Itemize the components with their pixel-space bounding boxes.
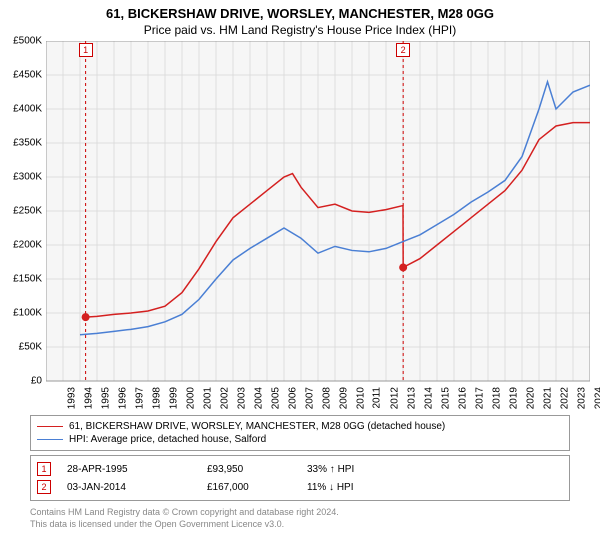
- chart-container: 61, BICKERSHAW DRIVE, WORSLEY, MANCHESTE…: [0, 0, 600, 560]
- footer-line-1: Contains HM Land Registry data © Crown c…: [30, 507, 570, 519]
- x-tick-label: 1993: [66, 387, 77, 409]
- event-row: 1 28-APR-1995£93,95033% ↑ HPI: [37, 460, 563, 478]
- x-tick-label: 2014: [423, 387, 434, 409]
- event-price: £93,950: [207, 464, 307, 475]
- event-delta: 11% ↓ HPI: [307, 482, 354, 493]
- x-tick-label: 1997: [134, 387, 145, 409]
- y-tick-label: £450K: [13, 70, 42, 81]
- x-tick-label: 2015: [440, 387, 451, 409]
- footer-text: Contains HM Land Registry data © Crown c…: [30, 507, 570, 530]
- x-tick-label: 2022: [559, 387, 570, 409]
- x-tick-label: 2017: [474, 387, 485, 409]
- y-tick-label: £300K: [13, 172, 42, 183]
- y-tick-label: £200K: [13, 240, 42, 251]
- event-marker-icon: 2: [37, 480, 51, 494]
- x-tick-label: 2006: [287, 387, 298, 409]
- legend-label: 61, BICKERSHAW DRIVE, WORSLEY, MANCHESTE…: [69, 421, 445, 432]
- x-tick-label: 2020: [525, 387, 536, 409]
- x-tick-label: 2005: [270, 387, 281, 409]
- x-tick-label: 2008: [321, 387, 332, 409]
- y-tick-label: £350K: [13, 138, 42, 149]
- events-table: 1 28-APR-1995£93,95033% ↑ HPI 2 03-JAN-2014…: [30, 455, 570, 501]
- x-tick-label: 2002: [219, 387, 230, 409]
- x-tick-label: 1995: [100, 387, 111, 409]
- y-tick-label: £250K: [13, 206, 42, 217]
- x-tick-label: 2011: [372, 387, 383, 409]
- event-date: 28-APR-1995: [67, 464, 207, 475]
- event-date: 03-JAN-2014: [67, 482, 207, 493]
- y-tick-label: £400K: [13, 104, 42, 115]
- x-tick-label: 2016: [457, 387, 468, 409]
- y-tick-label: £0: [31, 376, 42, 387]
- legend-item: 61, BICKERSHAW DRIVE, WORSLEY, MANCHESTE…: [37, 420, 563, 433]
- x-tick-label: 1999: [168, 387, 179, 409]
- chart-subtitle: Price paid vs. HM Land Registry's House …: [0, 21, 600, 41]
- legend: 61, BICKERSHAW DRIVE, WORSLEY, MANCHESTE…: [30, 415, 570, 451]
- event-marker-2: 2: [396, 43, 410, 57]
- x-tick-label: 2023: [576, 387, 587, 409]
- x-tick-label: 2009: [338, 387, 349, 409]
- event-marker-1: 1: [79, 43, 93, 57]
- event-delta: 33% ↑ HPI: [307, 464, 354, 475]
- x-tick-label: 2001: [202, 387, 213, 409]
- x-tick-label: 2018: [491, 387, 502, 409]
- chart-title: 61, BICKERSHAW DRIVE, WORSLEY, MANCHESTE…: [0, 0, 600, 21]
- legend-swatch: [37, 426, 63, 427]
- x-tick-label: 1996: [117, 387, 128, 409]
- x-tick-label: 2007: [304, 387, 315, 409]
- x-tick-label: 2003: [236, 387, 247, 409]
- y-tick-label: £100K: [13, 308, 42, 319]
- legend-label: HPI: Average price, detached house, Salf…: [69, 434, 266, 445]
- event-price: £167,000: [207, 482, 307, 493]
- event-row: 2 03-JAN-2014£167,00011% ↓ HPI: [37, 478, 563, 496]
- x-tick-label: 2012: [389, 387, 400, 409]
- x-tick-label: 2021: [542, 387, 553, 409]
- event-marker-icon: 1: [37, 462, 51, 476]
- legend-swatch: [37, 439, 63, 440]
- x-tick-label: 2004: [253, 387, 264, 409]
- y-tick-label: £150K: [13, 274, 42, 285]
- x-tick-label: 2010: [355, 387, 366, 409]
- y-tick-label: £500K: [13, 36, 42, 47]
- footer-line-2: This data is licensed under the Open Gov…: [30, 519, 570, 531]
- x-tick-label: 1994: [83, 387, 94, 409]
- x-tick-label: 2013: [406, 387, 417, 409]
- chart-area: £0£50K£100K£150K£200K£250K£300K£350K£400…: [46, 41, 590, 411]
- legend-item: HPI: Average price, detached house, Salf…: [37, 433, 563, 446]
- x-tick-label: 2024: [593, 387, 600, 409]
- x-tick-label: 2000: [185, 387, 196, 409]
- x-tick-label: 2019: [508, 387, 519, 409]
- x-tick-label: 1998: [151, 387, 162, 409]
- chart-svg: [46, 41, 590, 411]
- y-tick-label: £50K: [19, 342, 42, 353]
